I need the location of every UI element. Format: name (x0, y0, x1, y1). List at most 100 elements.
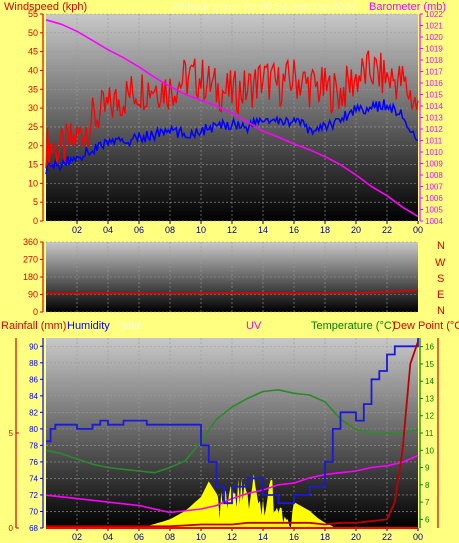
chart-title: 24 hour graph for 30 September 2024 (172, 1, 357, 13)
baro-axis-tick-label: 1014 (425, 102, 443, 111)
baro-axis-tick-label: 1018 (425, 56, 443, 65)
humidity-axis-tick-label: 70 (29, 507, 38, 516)
direction-axis-tick-label: 270 (23, 255, 38, 265)
x-tick-label: 22 (382, 532, 392, 542)
humidity-axis-label: Humidity (67, 320, 110, 332)
x-tick-label: 02 (72, 225, 82, 235)
rain-axis-tick-label: 5 (9, 429, 14, 438)
dir-label-w: W (435, 257, 446, 269)
x-tick-label: 12 (227, 532, 237, 542)
wind-axis-tick-label: 10 (28, 178, 38, 188)
dewpoint-axis-label: Dew Point (°C) (393, 320, 459, 332)
x-tick-label: 16 (289, 225, 299, 235)
x-tick-label: 00 (413, 225, 423, 235)
baro-axis-tick-label: 1013 (425, 114, 443, 123)
baro-axis-tick-label: 1011 (425, 137, 443, 146)
baro-axis-tick-label: 1009 (425, 160, 443, 169)
humidity-axis-tick-label: 76 (29, 458, 38, 467)
dewpoint-series-line (45, 389, 419, 474)
x-tick-label: 04 (103, 532, 113, 542)
dir-label-n-bottom: N (437, 305, 445, 317)
temp-axis-tick-label: 15 (425, 360, 434, 369)
baro-axis-tick-label: 1007 (425, 183, 443, 192)
avg-wind-series-line (45, 99, 419, 175)
temp-axis-tick-label: 9 (425, 464, 430, 473)
x-tick-label: 10 (196, 225, 206, 235)
x-tick-label: 06 (134, 532, 144, 542)
solar-label: Solar (118, 320, 144, 332)
humidity-axis-tick-label: 80 (29, 425, 38, 434)
x-tick-label: 06 (134, 225, 144, 235)
wind-axis-tick-label: 30 (28, 103, 38, 113)
x-tick-label: 14 (258, 532, 268, 542)
x-tick-label: 18 (320, 225, 330, 235)
wind-axis-tick-label: 20 (28, 141, 38, 151)
baro-axis-tick-label: 1017 (425, 68, 443, 77)
humidity-axis-tick-label: 72 (29, 491, 38, 500)
temp-axis-tick-label: 16 (425, 343, 434, 352)
uv-label: UV (246, 320, 262, 332)
baro-axis-tick-label: 1015 (425, 91, 443, 100)
x-tick-label: 22 (382, 225, 392, 235)
baro-axis-tick-label: 1012 (425, 125, 443, 134)
barometer-series-line (45, 19, 419, 218)
x-tick-label: 08 (165, 225, 175, 235)
temp-axis-tick-label: 14 (425, 377, 434, 386)
direction-axis-tick-label: 0 (33, 307, 38, 317)
humidity-series-line (46, 338, 419, 505)
humidity-axis-tick-label: 68 (29, 524, 38, 533)
x-tick-label: 20 (351, 532, 361, 542)
x-tick-label: 12 (227, 225, 237, 235)
x-tick-label: 08 (165, 532, 175, 542)
direction-axis-tick-label: 360 (23, 237, 38, 247)
direction-axis-tick-label: 90 (28, 290, 38, 300)
humidity-axis-tick-label: 84 (29, 392, 38, 401)
wind-axis-tick-label: 50 (28, 28, 38, 38)
dir-label-n-top: N (437, 240, 445, 252)
solar-series-area (146, 473, 333, 528)
wind-axis-tick-label: 25 (28, 122, 38, 132)
x-tick-label: 16 (289, 532, 299, 542)
humidity-axis-tick-label: 74 (29, 474, 38, 483)
rainfall-axis-label: Rainfall (mm) (1, 320, 67, 332)
x-tick-label: 20 (351, 225, 361, 235)
wind-axis-tick-label: 5 (33, 197, 38, 207)
uv-series-line (45, 454, 419, 514)
baro-axis-tick-label: 1022 (425, 10, 443, 19)
baro-axis-tick-label: 1005 (425, 206, 443, 215)
wind-axis-tick-label: 15 (28, 160, 38, 170)
wind-axis-tick-label: 35 (28, 84, 38, 94)
temp-axis-tick-label: 8 (425, 481, 430, 490)
x-tick-label: 18 (320, 532, 330, 542)
humidity-axis-tick-label: 90 (29, 342, 38, 351)
dir-label-e: E (437, 289, 445, 301)
baro-axis-tick-label: 1008 (425, 171, 443, 180)
humidity-axis-tick-label: 86 (29, 375, 38, 384)
wind-axis-tick-label: 55 (28, 9, 38, 19)
baro-axis-tick-label: 1020 (425, 33, 443, 42)
x-tick-label: 02 (72, 532, 82, 542)
windspeed-axis-label: Windspeed (kph) (4, 1, 88, 13)
baro-axis-tick-label: 1010 (425, 148, 443, 157)
dir-label-s: S (437, 273, 445, 285)
wind-axis-tick-label: 40 (28, 65, 38, 75)
wind-axis-tick-label: 45 (28, 47, 38, 57)
wind-axis-tick-label: 0 (33, 216, 38, 226)
direction-axis-tick-label: 180 (23, 272, 38, 282)
temp-axis-tick-label: 10 (425, 446, 434, 455)
x-tick-label: 04 (103, 225, 113, 235)
baro-axis-tick-label: 1019 (425, 45, 443, 54)
temp-axis-tick-label: 6 (425, 515, 430, 524)
temp-axis-tick-label: 12 (425, 412, 434, 421)
baro-axis-tick-label: 1021 (425, 22, 443, 31)
humidity-axis-tick-label: 88 (29, 359, 38, 368)
rain-axis-tick-label: 0 (9, 524, 14, 533)
temperature-axis-label: Temperature (°C) (311, 320, 396, 332)
baro-axis-tick-label: 1004 (425, 217, 443, 226)
temp-axis-tick-label: 11 (425, 429, 434, 438)
baro-axis-tick-label: 1006 (425, 194, 443, 203)
temperature-series-line (46, 341, 419, 528)
barometer-axis-label: Barometer (mb) (369, 1, 447, 13)
x-tick-label: 14 (258, 225, 268, 235)
